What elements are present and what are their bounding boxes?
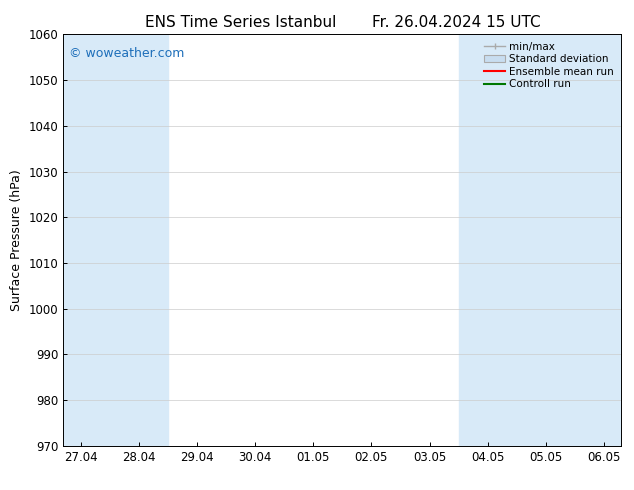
Legend: min/max, Standard deviation, Ensemble mean run, Controll run: min/max, Standard deviation, Ensemble me…: [482, 40, 616, 92]
Bar: [517, 34, 575, 446]
Text: © woweather.com: © woweather.com: [69, 47, 184, 60]
Y-axis label: Surface Pressure (hPa): Surface Pressure (hPa): [10, 169, 23, 311]
Bar: [63, 34, 110, 446]
Bar: [458, 34, 517, 446]
Text: Fr. 26.04.2024 15 UTC: Fr. 26.04.2024 15 UTC: [372, 15, 541, 30]
Bar: [110, 34, 168, 446]
Bar: [575, 34, 621, 446]
Text: ENS Time Series Istanbul: ENS Time Series Istanbul: [145, 15, 337, 30]
